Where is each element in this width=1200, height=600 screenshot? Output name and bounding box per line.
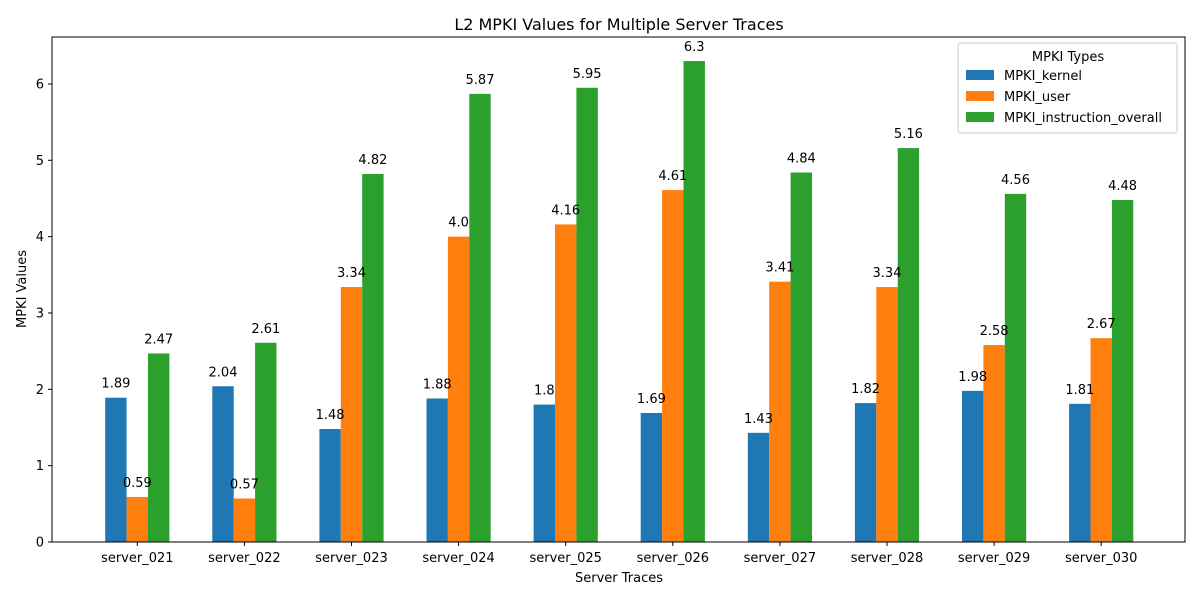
bar-MPKI_kernel-server_025 (533, 404, 555, 542)
data-label: 4.82 (358, 153, 387, 168)
legend-swatch-MPKI_kernel (966, 70, 994, 80)
y-tick-label: 6 (36, 77, 44, 92)
x-tick-label: server_021 (101, 551, 173, 566)
x-tick-label: server_024 (422, 551, 494, 566)
plot-frame (51, 36, 1186, 543)
data-label: 4.56 (1001, 173, 1030, 188)
bar-MPKI_instruction_overall-server_028 (897, 148, 920, 542)
bar-MPKI_user-server_022 (233, 498, 256, 542)
bar-MPKI_user-server_028 (876, 287, 898, 542)
y-tick-label: 2 (36, 383, 44, 398)
x-tick-label: server_027 (744, 551, 816, 566)
bar-MPKI_instruction_overall-server_025 (576, 87, 598, 543)
data-label: 1.82 (851, 382, 880, 397)
bar-MPKI_user-server_029 (983, 345, 1005, 542)
y-tick-label: 3 (36, 306, 44, 321)
legend-label: MPKI_user (1004, 90, 1071, 105)
data-label: 2.67 (1087, 317, 1116, 332)
y-tick-label: 0 (36, 536, 44, 551)
bar-MPKI_instruction_overall-server_023 (362, 174, 384, 542)
legend-entries: MPKI_kernel MPKI_user MPKI_instruction_ove… (966, 69, 1162, 126)
data-label: 0.59 (123, 476, 152, 491)
y-axis: 0 1 2 3 4 5 6 (36, 77, 52, 551)
bar-MPKI_instruction_overall-server_022 (255, 342, 277, 542)
data-label: 3.34 (337, 266, 366, 281)
legend-swatch-MPKI_instruction_overall (966, 112, 994, 122)
data-label: 2.47 (144, 332, 173, 347)
x-tick-label: server_025 (529, 551, 601, 566)
bar-MPKI_kernel-server_028 (854, 403, 877, 542)
x-axis: server_021 server_022 server_023 server_024… (101, 542, 1137, 566)
legend-box (957, 42, 1178, 134)
data-label: 4.61 (658, 169, 687, 184)
data-label: 3.41 (765, 261, 794, 276)
data-label: 3.34 (873, 266, 902, 281)
data-label: 5.95 (573, 67, 602, 82)
data-labels-layer: 1.89 2.04 1.48 1.88 1.8 1.69 1.43 1.82 1.98 1.81 0… (101, 40, 1137, 492)
legend: MPKI Types MPKI_kernel MPKI_user MPKI_inst… (957, 42, 1178, 134)
bar-MPKI_user-server_021 (126, 496, 148, 542)
y-tick-label: 5 (36, 154, 44, 169)
bar-MPKI_kernel-server_026 (640, 412, 663, 542)
x-tick-label: server_022 (208, 551, 280, 566)
data-label: 1.81 (1065, 383, 1094, 398)
x-tick-label: server_023 (315, 551, 387, 566)
data-label: 1.48 (316, 408, 345, 423)
x-axis-label: Server Traces (575, 571, 663, 586)
data-label: 2.58 (980, 324, 1009, 339)
bar-MPKI_kernel-server_030 (1069, 403, 1091, 542)
bar-MPKI_kernel-server_024 (426, 398, 448, 542)
data-label: 2.04 (209, 365, 238, 380)
data-label: 6.3 (684, 40, 705, 55)
data-label: 2.61 (251, 322, 280, 337)
data-label: 1.8 (534, 384, 555, 399)
bar-MPKI_kernel-server_029 (962, 390, 984, 542)
data-label: 1.98 (958, 370, 987, 385)
bar-MPKI_user-server_025 (555, 224, 577, 543)
data-label: 4.48 (1108, 179, 1137, 194)
bar-MPKI_kernel-server_022 (212, 386, 234, 542)
data-label: 4.84 (787, 152, 816, 167)
bar-MPKI_instruction_overall-server_021 (148, 353, 170, 542)
bar-MPKI_kernel-server_021 (105, 397, 127, 542)
bar-MPKI_instruction_overall-server_024 (469, 93, 491, 543)
bar-MPKI_user-server_023 (340, 287, 363, 542)
bar-MPKI_user-server_027 (769, 281, 791, 542)
y-tick-label: 4 (36, 230, 44, 245)
data-label: 1.69 (637, 392, 666, 407)
bar-MPKI_instruction_overall-server_030 (1111, 199, 1134, 543)
data-label: 5.16 (894, 127, 923, 142)
data-label: 1.89 (101, 377, 130, 392)
legend-label: MPKI_kernel (1004, 69, 1082, 84)
data-label: 4.16 (551, 203, 580, 218)
legend-title: MPKI Types (1032, 50, 1104, 65)
x-tick-label: server_029 (958, 551, 1030, 566)
data-label: 0.57 (230, 477, 259, 492)
chart-title: L2 MPKI Values for Multiple Server Trace… (454, 15, 783, 34)
data-label: 4.0 (448, 216, 469, 231)
y-tick-label: 1 (36, 459, 44, 474)
data-label: 1.43 (744, 412, 773, 427)
legend-label: MPKI_instruction_overall (1004, 111, 1162, 126)
bar-MPKI_kernel-server_023 (319, 429, 341, 542)
data-label: 1.88 (423, 377, 452, 392)
bar-MPKI_instruction_overall-server_027 (790, 172, 812, 542)
data-label: 5.87 (466, 73, 495, 88)
bar-MPKI_kernel-server_027 (747, 432, 770, 542)
legend-swatch-MPKI_user (966, 91, 994, 101)
bar-MPKI_user-server_024 (447, 236, 470, 542)
bar-MPKI_user-server_026 (662, 190, 684, 542)
bar-MPKI_instruction_overall-server_029 (1004, 193, 1027, 542)
y-axis-label: MPKI Values (15, 250, 30, 328)
bar-MPKI_instruction_overall-server_026 (683, 61, 705, 543)
x-tick-label: server_028 (851, 551, 923, 566)
x-tick-label: server_026 (637, 551, 709, 566)
bar-MPKI_user-server_030 (1090, 338, 1112, 542)
bars-layer (105, 61, 1134, 543)
x-tick-label: server_030 (1065, 551, 1137, 566)
